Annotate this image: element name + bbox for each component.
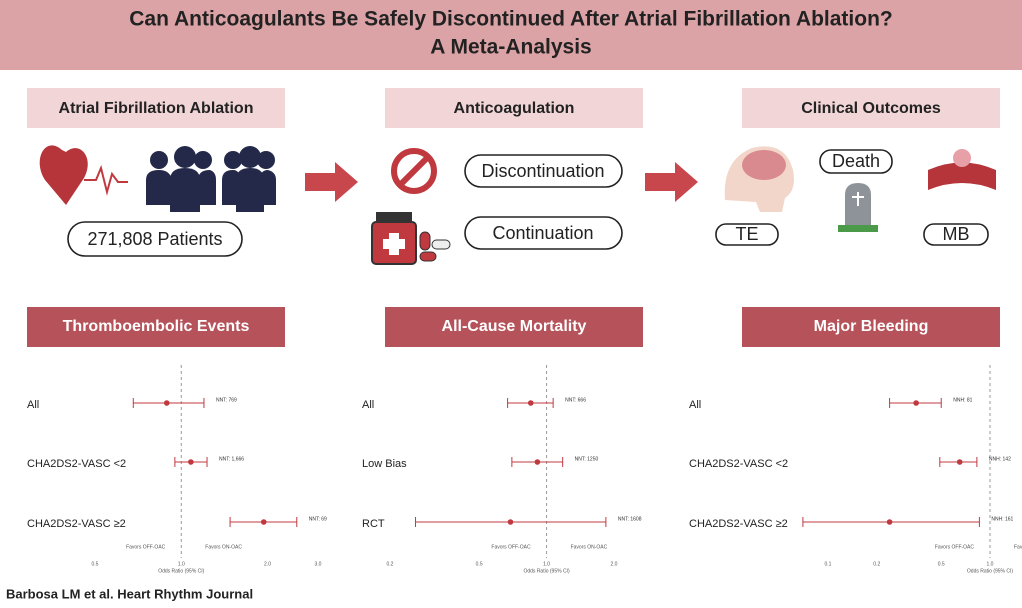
row-label: All [362, 399, 374, 411]
favors-label: Favors ON-OAC [1014, 544, 1022, 550]
x-axis-title: Odds Ratio (95% CI) [158, 568, 204, 574]
row-label: All [689, 399, 701, 411]
title-line: Can Anticoagulants Be Safely Discontinue… [129, 8, 892, 31]
x-tick-label: 1.0 [178, 561, 185, 567]
row-label: CHA2DS2-VASC <2 [689, 458, 788, 470]
row-label: CHA2DS2-VASC ≥2 [689, 518, 788, 530]
pill [715, 223, 779, 246]
annotation: NNH: 161 [991, 516, 1013, 522]
row-label: CHA2DS2-VASC ≥2 [27, 518, 126, 530]
x-tick-label: 0.5 [938, 561, 945, 567]
panel-heading-box [742, 307, 1000, 347]
x-tick-label: 0.5 [92, 561, 99, 567]
favors-label: Favors ON-OAC [205, 544, 242, 550]
x-tick-label: 2.0 [264, 561, 271, 567]
pill [819, 149, 893, 174]
annotation: NNT: 69 [309, 516, 327, 522]
x-axis-title: Odds Ratio (95% CI) [523, 568, 569, 574]
favors-label: Favors OFF-OAC [491, 544, 531, 550]
annotation: NNT: 1250 [575, 456, 599, 462]
section-box [385, 88, 643, 128]
no-icon [391, 148, 437, 194]
panel-heading: All-Cause Mortality [442, 318, 587, 335]
section-heading: Anticoagulation [454, 100, 575, 117]
x-tick-label: 0.2 [873, 561, 880, 567]
point-estimate [534, 459, 541, 465]
title-line: A Meta-Analysis [430, 36, 591, 59]
annotation: NNH: 81 [953, 397, 972, 403]
point-estimate [956, 459, 963, 465]
outcome-label: TE [735, 224, 758, 244]
x-tick-label: 1.0 [543, 561, 550, 567]
point-estimate [188, 459, 194, 465]
arrow [645, 162, 698, 202]
panel-heading: Major Bleeding [814, 318, 929, 335]
section-heading: Atrial Fibrillation Ablation [59, 100, 254, 117]
point-estimate [260, 519, 267, 525]
arrow [305, 162, 358, 202]
outcome-label: MB [943, 224, 970, 244]
annotation: NNT: 1,666 [219, 456, 244, 462]
annotation: NNT: 769 [216, 397, 237, 403]
heart-icon [39, 145, 128, 205]
x-axis-title: Odds Ratio (95% CI) [967, 568, 1013, 574]
panel-heading: Thromboembolic Events [63, 318, 250, 335]
row-label: All [27, 399, 39, 411]
row-label: CHA2DS2-VASC <2 [27, 458, 126, 470]
pill-bottle-icon [371, 212, 451, 265]
point-estimate [163, 400, 170, 406]
outcome-label: Death [832, 151, 880, 171]
annotation: NNT: 666 [565, 397, 586, 403]
pill [464, 154, 623, 188]
x-tick-label: 0.5 [476, 561, 483, 567]
favors-label: Favors OFF-OAC [935, 544, 975, 550]
option-label: Discontinuation [481, 161, 604, 181]
point-estimate [527, 400, 534, 406]
panel-heading-box [27, 307, 285, 347]
people-icon [146, 146, 276, 212]
favors-label: Favors OFF-OAC [126, 544, 166, 550]
annotation: NNT: 1608 [618, 516, 642, 522]
row-label: Low Bias [362, 458, 407, 470]
pill [923, 223, 989, 246]
row-label: RCT [362, 518, 385, 530]
section-box [27, 88, 285, 128]
brain-icon [724, 146, 794, 212]
tombstone-icon [838, 183, 878, 232]
x-tick-label: 3.0 [315, 561, 322, 567]
x-tick-label: 1.0 [987, 561, 994, 567]
x-tick-label: 0.1 [825, 561, 832, 567]
title-banner [0, 0, 1022, 70]
point-estimate [913, 400, 919, 406]
x-tick-label: 0.2 [387, 561, 394, 567]
section-heading: Clinical Outcomes [801, 100, 941, 117]
section-box [742, 88, 1000, 128]
citation: Barbosa LM et al. Heart Rhythm Journal [6, 586, 253, 601]
point-estimate [507, 519, 514, 525]
vessel-icon [928, 149, 996, 190]
pill [464, 216, 623, 250]
x-tick-label: 2.0 [611, 561, 618, 567]
patients-label: 271,808 Patients [87, 229, 222, 249]
favors-label: Favors ON-OAC [571, 544, 608, 550]
point-estimate [886, 519, 893, 525]
panel-heading-box [385, 307, 643, 347]
pill [67, 221, 243, 257]
annotation: NNH: 142 [989, 456, 1011, 462]
option-label: Continuation [492, 223, 593, 243]
